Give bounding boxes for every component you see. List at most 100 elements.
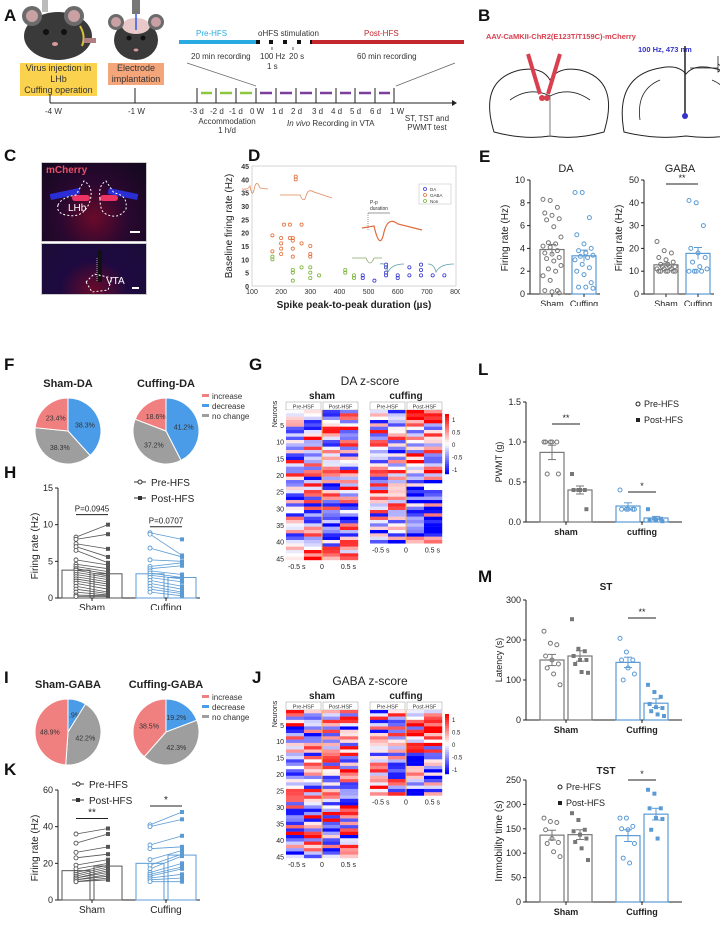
pre-point xyxy=(623,815,629,821)
heatmap-cell xyxy=(388,530,407,534)
heatmap-cell xyxy=(406,726,425,730)
legend-label: increase xyxy=(212,693,243,702)
colorbar-tick-label: 0 xyxy=(452,743,456,749)
heatmap-cell xyxy=(286,536,305,541)
post-point xyxy=(570,617,574,622)
colorbar-segment xyxy=(445,456,449,459)
data-point xyxy=(663,268,669,274)
heatmap-cell xyxy=(406,792,425,796)
heatmap-cell xyxy=(388,456,407,461)
heatmap-cell xyxy=(370,506,389,511)
pie-percent-label: 18.6% xyxy=(146,414,166,421)
heatmap-cell xyxy=(424,430,443,434)
paired-line xyxy=(75,580,109,587)
heatmap-cell xyxy=(286,811,305,816)
heatmap-cell xyxy=(340,413,359,417)
pie-title: Sham-DA xyxy=(43,378,93,390)
post-point xyxy=(180,848,184,853)
heatmap-cell xyxy=(304,785,323,790)
heatmap-cell xyxy=(406,483,425,487)
heatmap-cell xyxy=(388,752,407,757)
heatmap-cell xyxy=(286,844,305,849)
heatmap-cell xyxy=(304,851,323,855)
heatmap-cell xyxy=(388,785,407,790)
y-axis-label: Neurons xyxy=(272,700,279,727)
y-tick-label: 10 xyxy=(515,175,525,185)
data-point xyxy=(540,243,546,249)
post-point xyxy=(106,532,110,537)
data-point xyxy=(588,245,594,251)
heatmap-cell xyxy=(304,473,323,477)
pie-slice-decrease xyxy=(165,397,200,462)
heatmap-cell xyxy=(322,516,341,521)
y-tick-label: 40 xyxy=(629,198,639,208)
heatmap-cell xyxy=(424,460,443,464)
data-point-non xyxy=(343,268,348,273)
legend-label: Pre-HFS xyxy=(89,780,128,791)
pre-point xyxy=(147,557,153,563)
heatmap-cell xyxy=(340,710,359,714)
data-point xyxy=(672,268,678,274)
brain-section-vta xyxy=(621,46,720,138)
post-point xyxy=(579,670,584,674)
data-point xyxy=(658,268,664,274)
paired-line xyxy=(75,588,109,594)
pie-percent-label: 23.4% xyxy=(46,416,66,423)
paired-line xyxy=(149,532,183,540)
bar-pre-sham xyxy=(539,659,565,721)
y-tick-label: 10 xyxy=(629,266,639,276)
x-tick-label: Sham xyxy=(79,603,105,610)
colorbar-tick-label: 0.5 xyxy=(452,431,461,437)
heatmap-cell xyxy=(286,496,305,501)
heatmap-cell xyxy=(304,716,323,721)
vta-microscopy-image: VTA xyxy=(41,243,147,295)
post-point xyxy=(578,832,582,837)
post-point xyxy=(106,575,110,580)
heatmap-cell xyxy=(388,729,407,734)
heatmap-cell xyxy=(370,788,389,793)
heatmap-cell xyxy=(322,473,341,477)
post-point xyxy=(654,816,658,821)
pre-point xyxy=(620,855,626,861)
y-tick-label: 2 xyxy=(520,266,525,276)
heatmap-cell xyxy=(424,486,443,491)
heatmap-cell xyxy=(304,450,323,454)
pre-point xyxy=(619,506,625,512)
data-point xyxy=(549,251,555,257)
heatmap-cell xyxy=(340,851,359,855)
heatmap-cell xyxy=(322,433,341,437)
group-label-cuffing: cuffing xyxy=(389,391,422,402)
post-point xyxy=(576,818,581,823)
heatmap-cell xyxy=(286,490,305,494)
colorbar-segment xyxy=(445,726,449,729)
heatmap-cell xyxy=(388,540,407,544)
post-point xyxy=(649,827,654,832)
heatmap-cell xyxy=(370,756,389,760)
heatmap-cell xyxy=(322,513,341,517)
paired-line xyxy=(149,533,183,556)
colorbar-tick-label: -0.5 xyxy=(452,456,463,462)
post-point xyxy=(180,554,184,559)
heatmap-cell xyxy=(406,729,425,734)
heatmap-cell xyxy=(388,736,407,740)
chart-title: TST xyxy=(597,766,616,777)
heatmap-cell xyxy=(340,805,359,809)
data-point-non xyxy=(343,270,348,275)
x-tick-label: sham xyxy=(554,527,578,537)
heatmap-cell xyxy=(388,723,407,727)
post-point xyxy=(584,836,589,841)
x-tick-label: 800 xyxy=(450,289,460,296)
heatmap-cell xyxy=(388,782,407,786)
heatmap-cell xyxy=(388,523,407,527)
heatmap-cell xyxy=(388,493,407,497)
data-point xyxy=(661,248,667,254)
paired-line xyxy=(149,562,183,567)
data-point xyxy=(551,258,557,264)
post-point xyxy=(180,844,184,849)
timeline-label: 1 W xyxy=(390,107,405,116)
heatmap-cell xyxy=(406,410,425,414)
paired-line xyxy=(75,578,109,585)
heatmap-cell xyxy=(304,493,323,497)
x-tick-label: 0.5 s xyxy=(425,800,441,807)
